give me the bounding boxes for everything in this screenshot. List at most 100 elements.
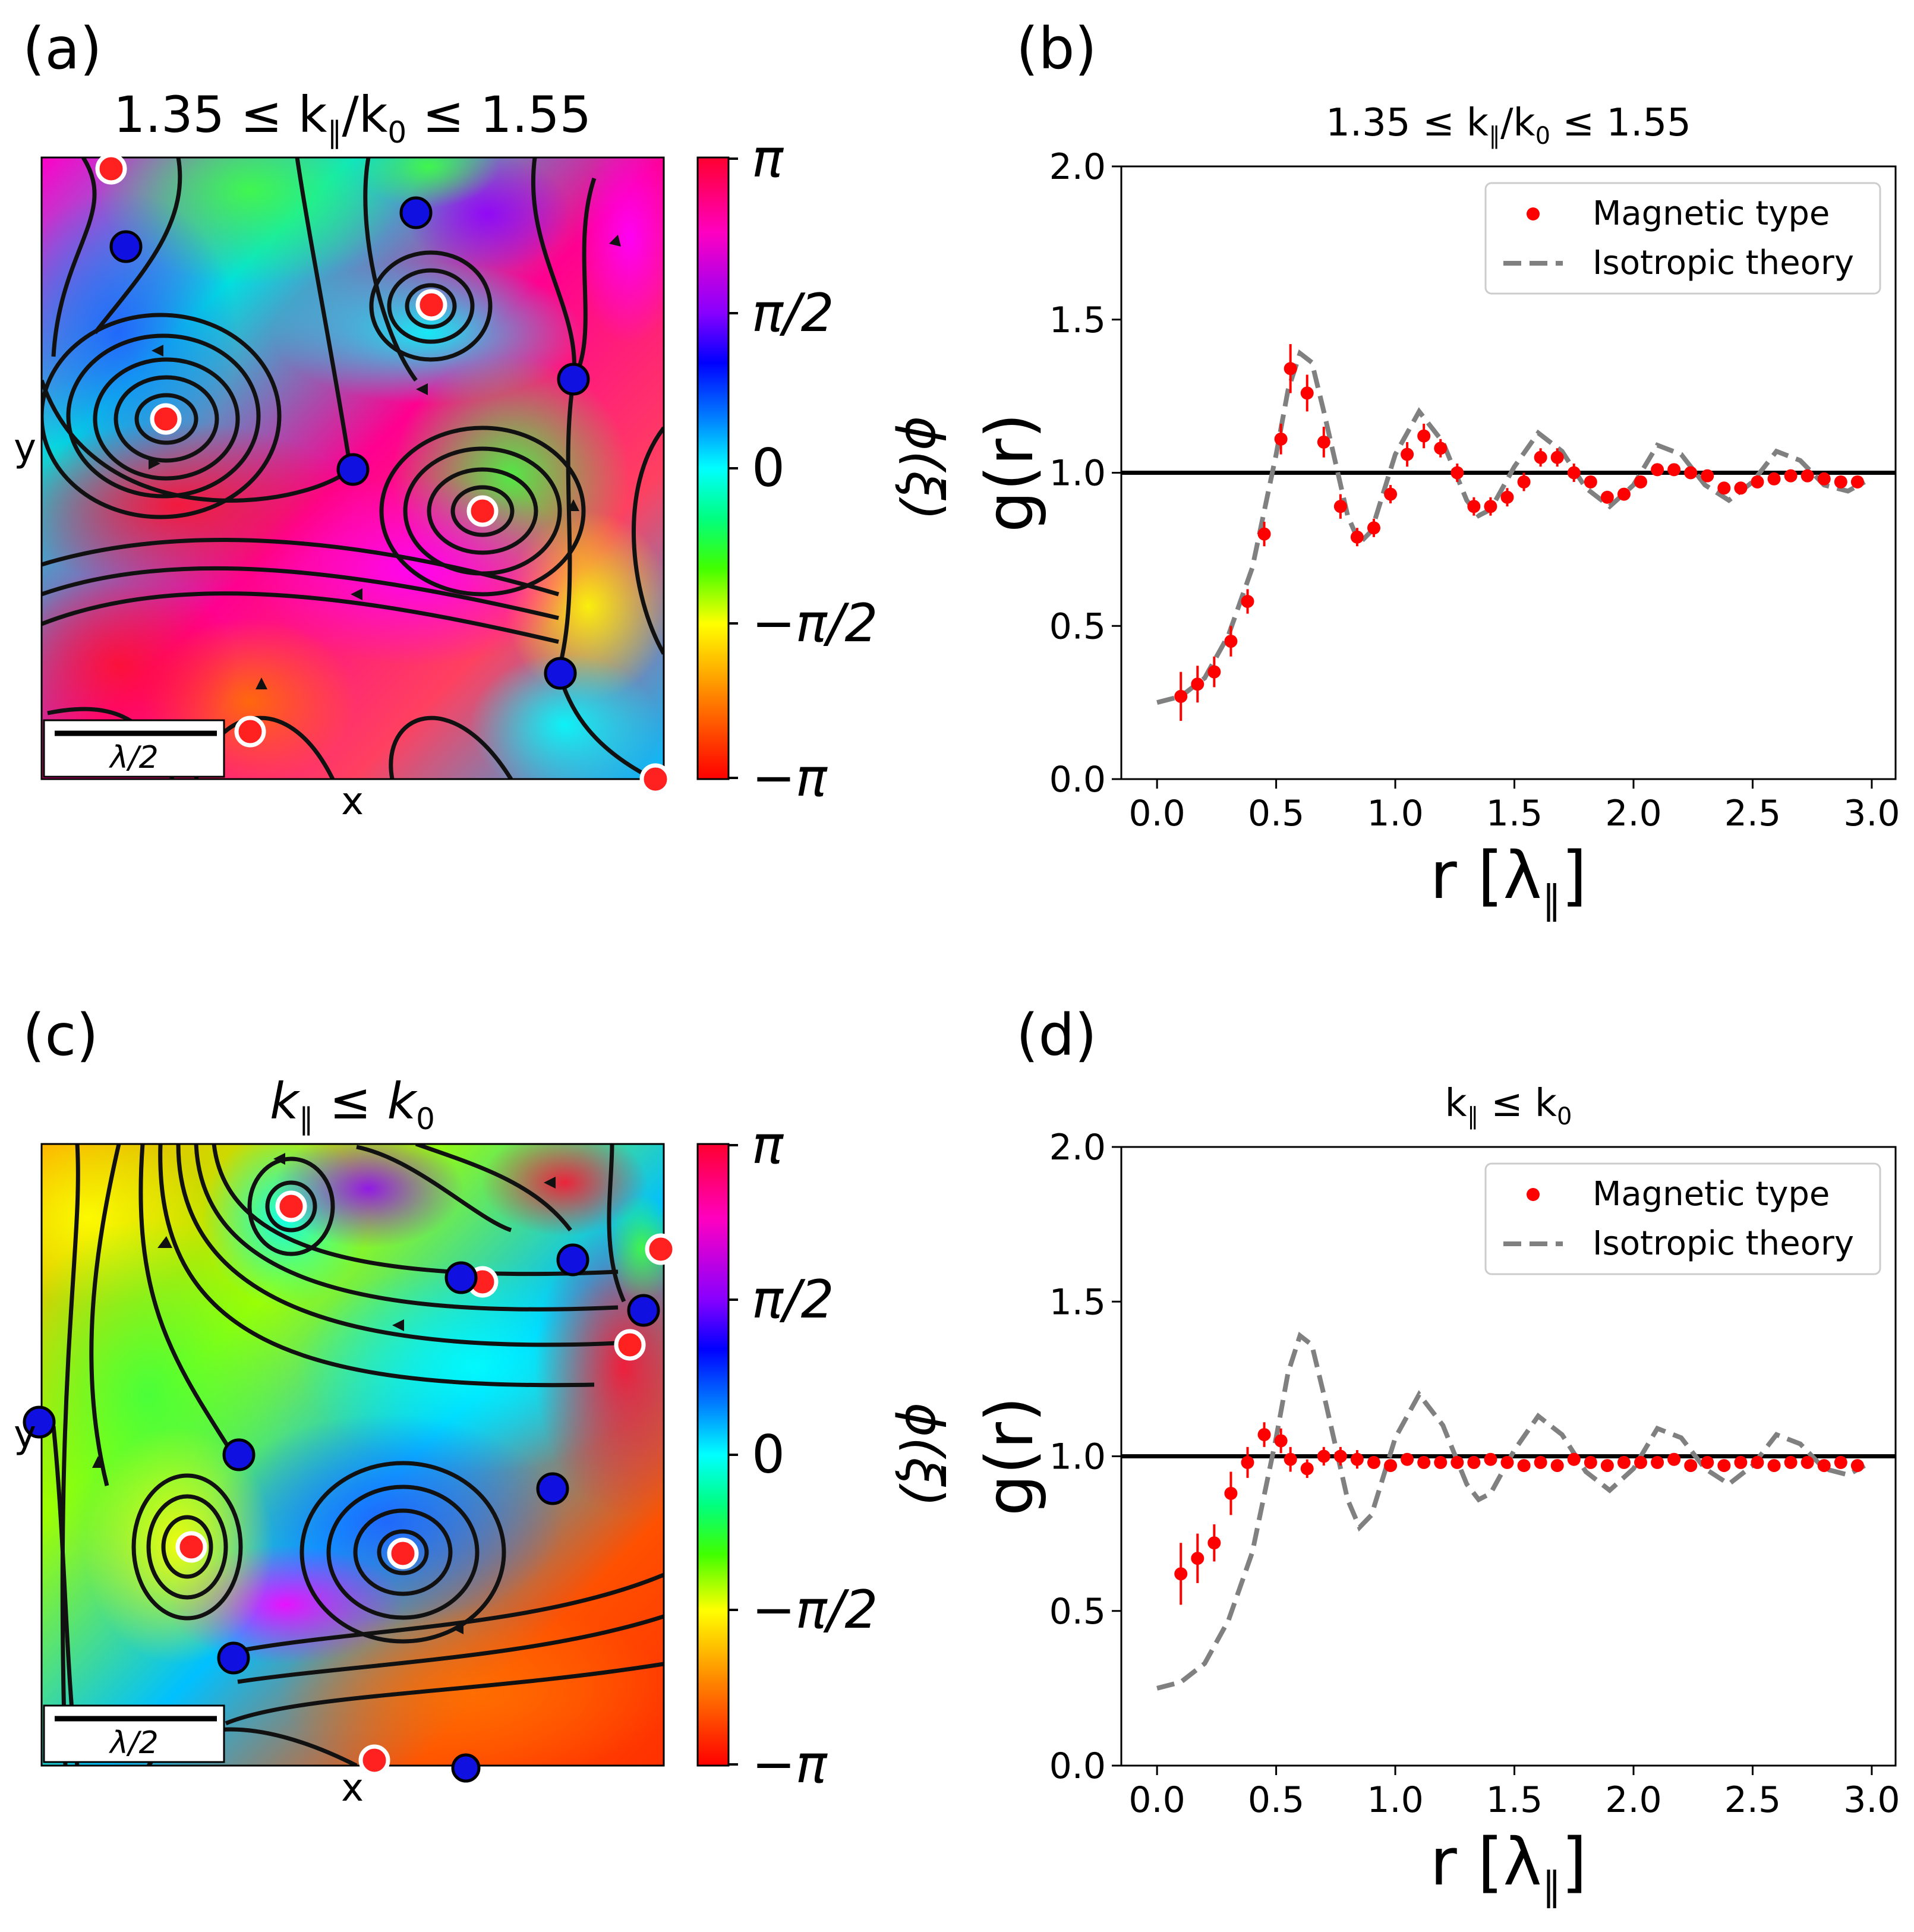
x-tick-label: 2.5 bbox=[1724, 1779, 1781, 1821]
vortex-positive bbox=[387, 1537, 419, 1569]
data-point bbox=[1651, 1455, 1664, 1469]
data-point bbox=[1784, 469, 1798, 483]
data-point bbox=[1417, 429, 1431, 443]
x-axis-label-a: x bbox=[341, 780, 364, 824]
data-point bbox=[1834, 1455, 1847, 1469]
data-point bbox=[1817, 472, 1831, 486]
vortex-negative bbox=[557, 363, 590, 396]
data-point bbox=[1634, 1455, 1648, 1469]
panel-label-d: (d) bbox=[1016, 1002, 1097, 1069]
y-axis-label: g(r) bbox=[972, 413, 1048, 532]
vortex-positive bbox=[175, 1531, 207, 1563]
data-point bbox=[1751, 1455, 1764, 1469]
data-point bbox=[1701, 1455, 1714, 1469]
colorbar-c: π π/2 0 −π/2 −π ϕ(ξ) bbox=[696, 1114, 955, 1795]
vortex-positive bbox=[358, 1744, 390, 1776]
x-axis-label: r [λ∥] bbox=[1430, 1824, 1587, 1909]
data-point bbox=[1801, 1455, 1814, 1469]
data-point bbox=[1600, 490, 1614, 504]
panel-label-c: (c) bbox=[23, 1002, 99, 1069]
data-point bbox=[1350, 530, 1364, 544]
scale-bar-c: λ/2 bbox=[43, 1704, 225, 1763]
scale-bar-a: λ/2 bbox=[43, 719, 225, 778]
data-point bbox=[1534, 450, 1547, 464]
data-point bbox=[1734, 1455, 1748, 1469]
data-point bbox=[1617, 1455, 1631, 1469]
colorbar-a: π π/2 0 −π/2 −π ϕ(ξ) bbox=[696, 128, 955, 808]
data-point bbox=[1401, 1452, 1414, 1466]
colorbar-tick: π/2 bbox=[752, 282, 834, 343]
vortex-negative bbox=[451, 1753, 481, 1783]
vortex-positive bbox=[234, 716, 266, 748]
data-point bbox=[1207, 665, 1221, 679]
y-tick-label: 1.0 bbox=[1049, 1436, 1106, 1478]
x-tick-label: 0.5 bbox=[1248, 1779, 1304, 1821]
data-point bbox=[1484, 1452, 1497, 1466]
y-tick-label: 1.5 bbox=[1049, 1281, 1106, 1323]
data-point bbox=[1500, 1455, 1514, 1469]
x-tick-label: 1.0 bbox=[1367, 1779, 1423, 1821]
data-point bbox=[1367, 1455, 1380, 1469]
x-tick-label: 3.0 bbox=[1843, 1779, 1900, 1821]
data-point bbox=[1467, 1455, 1481, 1469]
data-point bbox=[1224, 1486, 1238, 1500]
x-tick-label: 2.5 bbox=[1724, 793, 1781, 834]
data-point bbox=[1174, 689, 1188, 703]
data-point bbox=[1401, 447, 1414, 461]
vortex-positive bbox=[275, 1190, 307, 1222]
phase-map-a bbox=[42, 157, 664, 779]
data-point bbox=[1584, 1455, 1597, 1469]
colorbar-tick: −π/2 bbox=[752, 1579, 878, 1640]
colorbar-tick: 0 bbox=[752, 437, 785, 499]
data-point bbox=[1300, 1462, 1314, 1476]
colorbar-tick: π/2 bbox=[752, 1269, 834, 1330]
data-point bbox=[1767, 1459, 1781, 1473]
data-point bbox=[1850, 475, 1864, 488]
data-point bbox=[1317, 435, 1330, 449]
vortex-negative bbox=[544, 657, 577, 690]
x-tick-label: 0.0 bbox=[1128, 1779, 1185, 1821]
data-point bbox=[1734, 481, 1748, 495]
colorbar-label: ϕ(ξ) bbox=[894, 416, 955, 521]
vortex-negative bbox=[399, 196, 433, 229]
data-point bbox=[1284, 1452, 1297, 1466]
data-point bbox=[1451, 466, 1464, 480]
data-point bbox=[1850, 1459, 1864, 1473]
colorbar-tick: π bbox=[752, 128, 784, 189]
vortex-negative bbox=[109, 230, 143, 263]
y-tick-label: 2.0 bbox=[1049, 146, 1106, 188]
data-point bbox=[1224, 635, 1238, 648]
plot-title: k∥ ≤ k0 bbox=[1445, 1082, 1572, 1130]
legend-entry: Isotropic theory bbox=[1593, 1224, 1854, 1263]
vortex-positive bbox=[466, 495, 499, 527]
data-point bbox=[1534, 1455, 1547, 1469]
svg-text:λ/2: λ/2 bbox=[108, 740, 158, 776]
panel-a: (a) 1.35 ≤ k∥/k0 ≤ 1.55 bbox=[14, 15, 955, 824]
data-point bbox=[1667, 463, 1681, 477]
gr-plot-b: 1.35 ≤ k∥/k0 ≤ 1.55 0.0 0.5 1.0 1.5 2.0 2.5 3.0… bbox=[972, 101, 1900, 923]
panel-label-b: (b) bbox=[1016, 15, 1097, 82]
x-tick-label: 3.0 bbox=[1843, 793, 1900, 834]
legend-marker bbox=[1527, 1188, 1540, 1201]
legend-marker bbox=[1527, 207, 1540, 220]
colorbar-tick: 0 bbox=[752, 1424, 785, 1485]
data-point bbox=[1257, 527, 1271, 541]
vortex-positive bbox=[639, 763, 671, 795]
data-point bbox=[1434, 1455, 1448, 1469]
vortex-negative bbox=[222, 1438, 256, 1471]
legend-box bbox=[1484, 1162, 1881, 1275]
data-point bbox=[1801, 469, 1814, 483]
data-point bbox=[1191, 677, 1204, 691]
data-point bbox=[1284, 362, 1297, 376]
data-point bbox=[1550, 1459, 1564, 1473]
legend-entry: Isotropic theory bbox=[1593, 244, 1854, 282]
data-point bbox=[1550, 450, 1564, 464]
y-axis-label-a: y bbox=[14, 426, 36, 470]
data-point bbox=[1767, 472, 1781, 486]
phase-map-c bbox=[42, 1144, 664, 1766]
data-point bbox=[1517, 1459, 1531, 1473]
data-point bbox=[1350, 1452, 1364, 1466]
theory-curve bbox=[1156, 349, 1866, 705]
data-point bbox=[1717, 481, 1731, 495]
